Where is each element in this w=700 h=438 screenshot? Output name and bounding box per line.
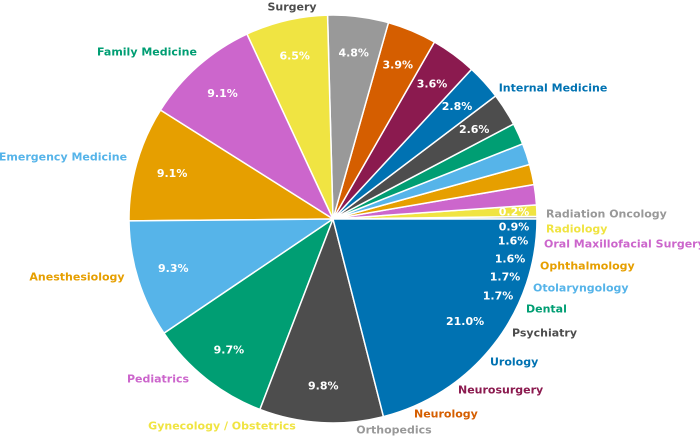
pct-label-oral-maxillofacial-surgery: 1.6% [498,235,529,248]
category-label-orthopedics: Orthopedics [356,424,432,437]
category-label-anesthesiology: Anesthesiology [29,271,124,284]
category-label-radiation-oncology: Radiation Oncology [546,208,667,221]
category-label-internal-medicine: Internal Medicine [499,82,608,95]
pct-label-radiation-oncology: 0.2% [499,206,530,219]
percentage-labels: 0.2%0.9%1.6%1.6%1.7%1.7%2.6%2.8%3.6%3.9%… [157,47,529,393]
pct-label-neurosurgery: 3.6% [417,78,448,91]
category-label-ophthalmology: Ophthalmology [540,260,635,273]
pct-label-ophthalmology: 1.6% [495,253,526,266]
category-label-radiology: Radiology [546,223,607,236]
pct-label-anesthesiology: 9.1% [157,167,188,180]
pct-label-otolaryngology: 1.7% [490,271,521,284]
category-label-urology: Urology [490,356,538,369]
pct-label-orthopedics: 4.8% [338,47,369,60]
slice-emergency-medicine [128,218,336,335]
category-label-neurology: Neurology [414,408,478,421]
category-label-dental: Dental [526,303,567,316]
category-label-family-medicine: Family Medicine [97,46,197,59]
pct-label-psychiatry: 2.6% [459,123,490,136]
pie-slices [128,14,538,424]
category-label-psychiatry: Psychiatry [512,327,577,340]
slice-pediatrics [159,33,335,221]
pct-label-urology: 2.8% [442,100,473,113]
pct-label-internal-medicine: 21.0% [446,315,484,328]
pct-label-pediatrics: 9.1% [207,87,238,100]
slice-internal-medicine [332,218,538,418]
category-label-otolaryngology: Otolaryngology [533,282,629,295]
category-label-neurosurgery: Neurosurgery [458,384,543,397]
pct-label-neurology: 3.9% [383,58,414,71]
category-label-emergency-medicine: Emergency Medicine [0,151,127,164]
category-label-oral-maxillofacial-surgery: Oral Maxillofacial Surgery [544,238,700,251]
category-label-surgery: Surgery [267,1,316,14]
pct-label-dental: 1.7% [483,290,514,303]
category-label-pediatrics: Pediatrics [127,373,190,386]
category-label-gynecology-obstetrics: Gynecology / Obstetrics [148,420,296,433]
pct-label-emergency-medicine: 9.3% [158,262,189,275]
pct-label-gynecology-obstetrics: 6.5% [279,50,310,63]
slice-anesthesiology [128,109,336,222]
slice-surgery [258,216,385,424]
slice-family-medicine [162,217,335,411]
pct-label-radiology: 0.9% [499,221,530,234]
pct-label-surgery: 9.8% [308,380,339,393]
pct-label-family-medicine: 9.7% [214,344,245,357]
